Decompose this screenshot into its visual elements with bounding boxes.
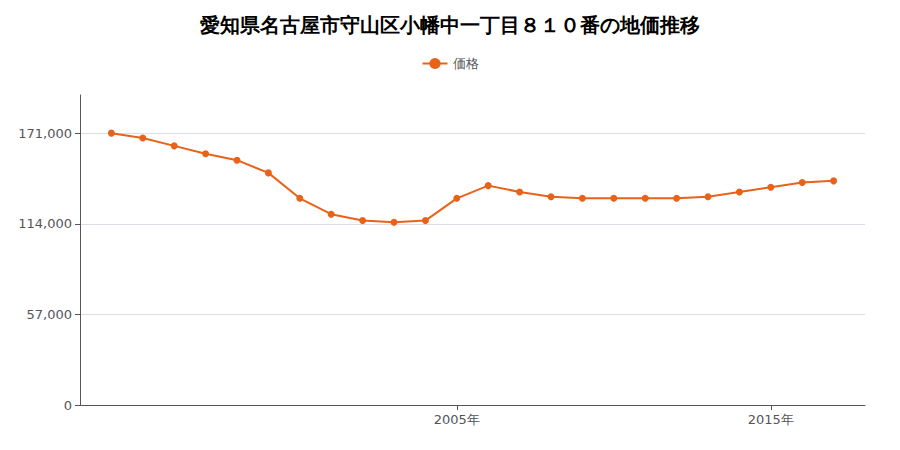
svg-text:57,000: 57,000 bbox=[27, 307, 73, 322]
svg-text:171,000: 171,000 bbox=[18, 126, 72, 141]
svg-text:2005年: 2005年 bbox=[434, 412, 480, 427]
svg-text:114,000: 114,000 bbox=[18, 216, 72, 231]
svg-text:愛知県名古屋市守山区小幡中一丁目８１０番の地価推移: 愛知県名古屋市守山区小幡中一丁目８１０番の地価推移 bbox=[200, 13, 700, 37]
svg-text:2015年: 2015年 bbox=[748, 412, 794, 427]
svg-text:価格: 価格 bbox=[453, 56, 479, 71]
svg-text:0: 0 bbox=[64, 398, 72, 413]
